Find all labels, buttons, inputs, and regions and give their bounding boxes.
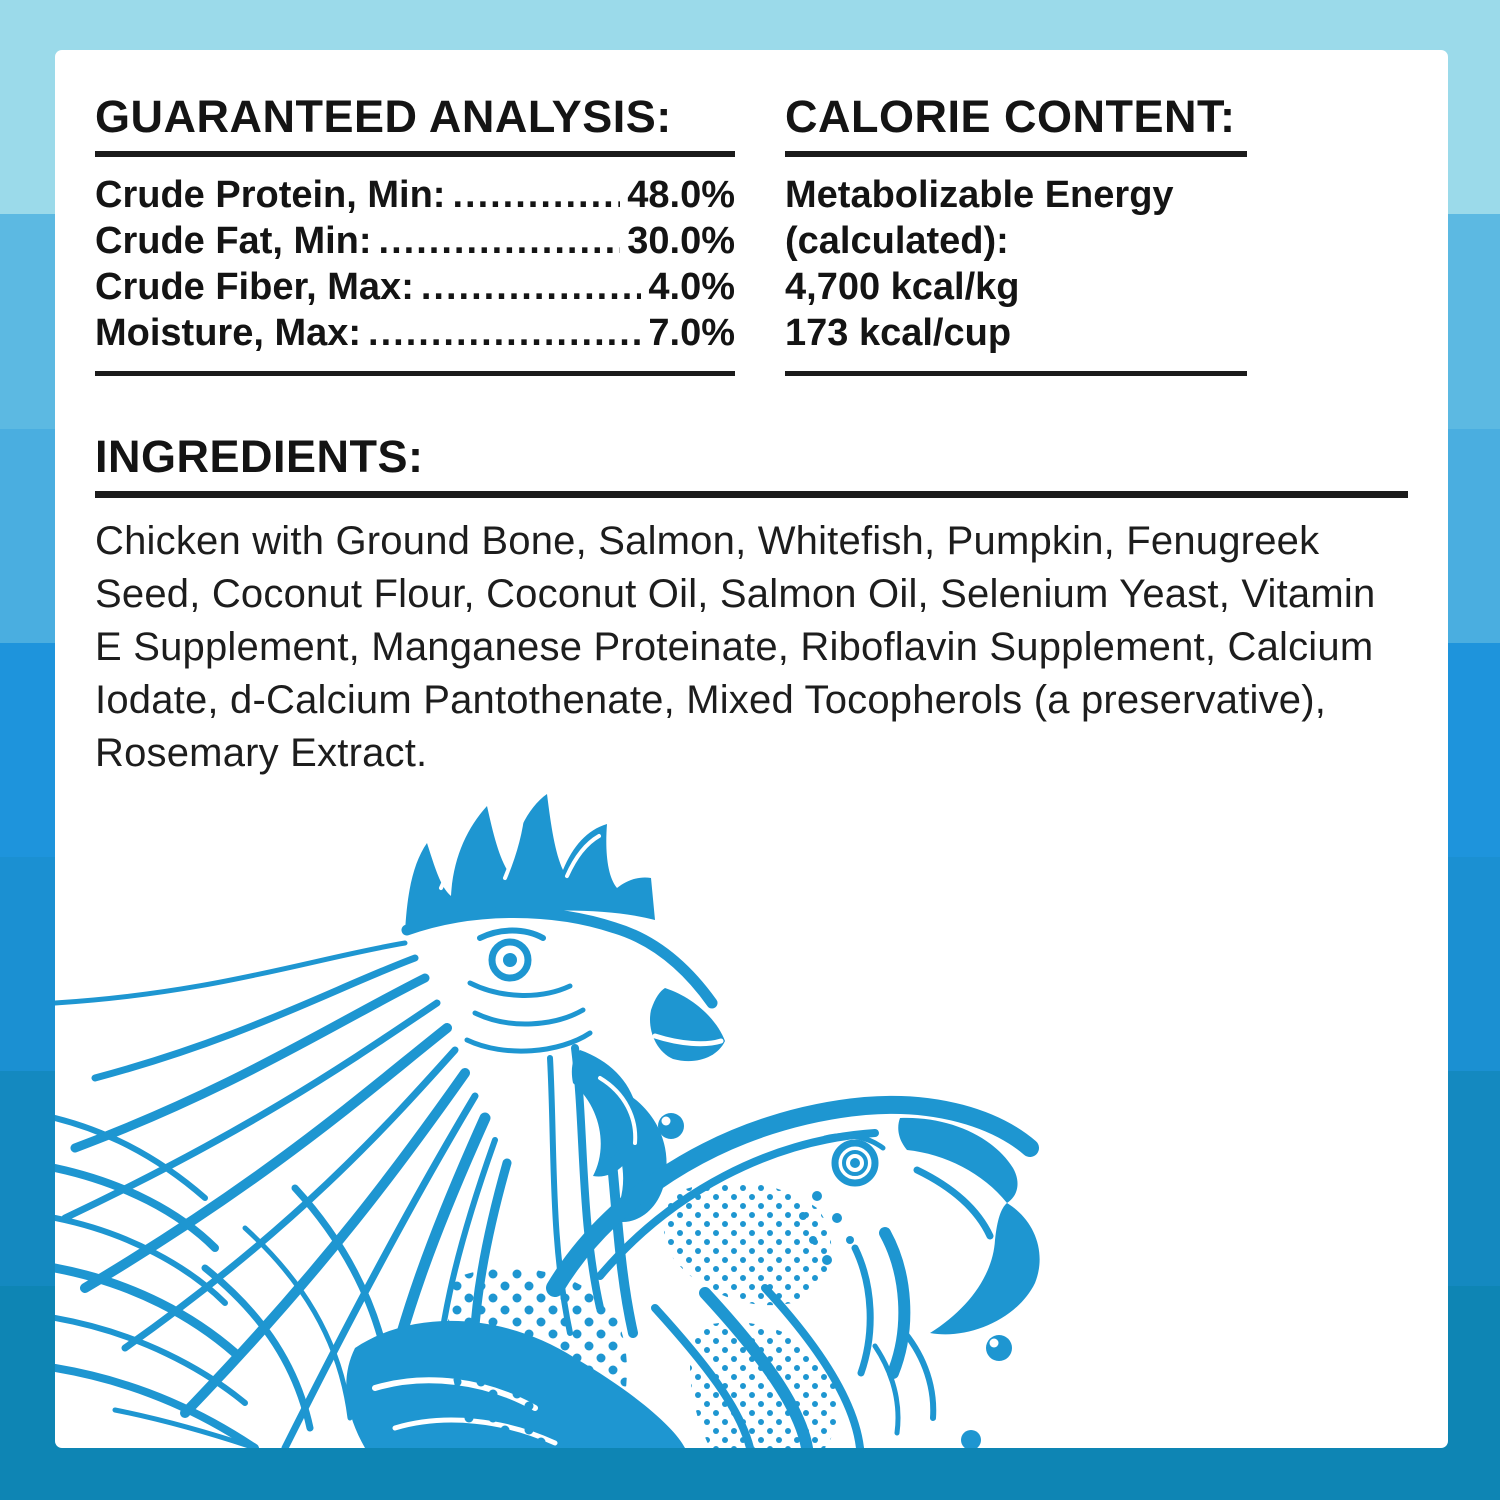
salmon-eye-mid — [842, 1150, 868, 1176]
salmon-upper-jaw — [898, 1117, 1018, 1203]
fish-head-speckles — [662, 1181, 832, 1306]
rooster-pupil — [503, 953, 517, 967]
dot-leader: ........................................… — [420, 266, 642, 308]
fish-body-speckles — [690, 1322, 839, 1448]
guaranteed-analysis-heading: GUARANTEED ANALYSIS: — [95, 92, 735, 157]
guaranteed-analysis-column: GUARANTEED ANALYSIS: Crude Protein, Min:… — [95, 92, 735, 376]
label-content: GUARANTEED ANALYSIS: Crude Protein, Min:… — [95, 92, 1408, 780]
analysis-row-crude-fiber: Crude Fiber, Max: ......................… — [95, 264, 735, 310]
analysis-bottom-rule — [95, 371, 735, 376]
rooster-neck-feathers — [55, 940, 512, 1448]
salmon-spots — [799, 1191, 854, 1265]
calorie-content-heading: CALORIE CONTENT: — [785, 92, 1247, 157]
feather-waves — [55, 1115, 397, 1448]
calorie-bottom-rule — [785, 371, 1247, 376]
analysis-value: 4.0% — [648, 266, 735, 308]
salmon-lower-jaw — [930, 1203, 1040, 1335]
calorie-content-column: CALORIE CONTENT: Metabolizable Energy (c… — [785, 92, 1247, 376]
analysis-row-moisture: Moisture, Max: .........................… — [95, 310, 735, 356]
ingredients-heading: INGREDIENTS: — [95, 432, 1408, 498]
analysis-value: 7.0% — [648, 312, 735, 354]
calorie-line: 173 kcal/cup — [785, 312, 1012, 354]
analysis-and-calories-section: GUARANTEED ANALYSIS: Crude Protein, Min:… — [95, 92, 1408, 376]
ingredients-text: Chicken with Ground Bone, Salmon, Whitef… — [95, 519, 1376, 775]
calorie-line: 4,700 kcal/kg — [785, 266, 1020, 308]
analysis-value: 48.0% — [627, 174, 735, 216]
salmon — [546, 1095, 1039, 1448]
calorie-line: (calculated): — [785, 220, 1009, 262]
analysis-label: Crude Protein, Min: — [95, 174, 446, 216]
analysis-row-crude-protein: Crude Protein, Min: ....................… — [95, 172, 735, 218]
ingredients-section: INGREDIENTS: Chicken with Ground Bone, S… — [95, 432, 1408, 780]
analysis-row-crude-fat: Crude Fat, Min: ........................… — [95, 218, 735, 264]
dot-leader: ........................................… — [378, 220, 621, 262]
analysis-label: Crude Fiber, Max: — [95, 266, 414, 308]
beak-mouth-line — [652, 1033, 724, 1047]
rooster-and-salmon-illustration — [55, 794, 1040, 1448]
analysis-label: Moisture, Max: — [95, 312, 362, 354]
calorie-line: Metabolizable Energy — [785, 174, 1174, 216]
analysis-label: Crude Fat, Min: — [95, 220, 372, 262]
pet-food-label-card: GUARANTEED ANALYSIS: Crude Protein, Min:… — [55, 50, 1448, 1448]
rooster-comb — [405, 794, 655, 933]
breast-speckles — [447, 1268, 627, 1448]
dot-leader: ........................................… — [368, 312, 641, 354]
bubbles — [601, 1113, 1012, 1448]
salmon-eye-outer — [831, 1139, 879, 1187]
rooster-eye — [488, 938, 532, 982]
comb-details — [439, 808, 601, 890]
salmon-pupil — [850, 1158, 860, 1168]
analysis-value: 30.0% — [627, 220, 735, 262]
dot-leader: ........................................… — [452, 174, 620, 216]
